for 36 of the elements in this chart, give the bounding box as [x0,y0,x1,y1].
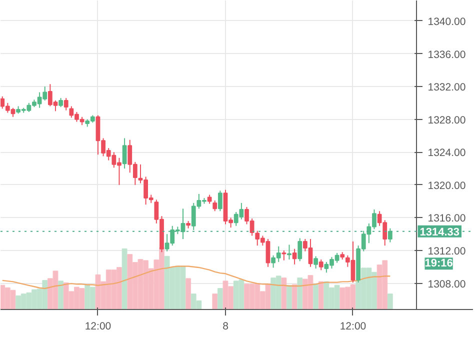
bar [186,278,192,310]
candlestick [212,200,218,212]
candlestick [318,259,324,271]
candlestick [207,194,212,204]
x-tick-label: 12:00 [84,320,112,332]
candlestick [292,248,297,265]
bar [212,294,218,310]
bar [297,277,303,310]
bar [217,288,223,310]
y-tick-label: 1320.00 [428,180,466,192]
y-tick-label: 1308.00 [428,278,466,290]
candlestick [64,98,68,111]
bar [387,294,393,310]
y-tick-label: 1312.00 [428,245,466,258]
ref-line-label: 1314.33 [420,226,460,238]
y-tick-label: 1328.00 [428,114,466,126]
x-tick-label: 12:00 [340,320,366,332]
bar [281,277,287,310]
candlestick [314,256,318,270]
bar [286,284,292,310]
bar [313,284,319,310]
candlestick [282,250,286,261]
bar [58,280,64,310]
candlestick [218,190,222,212]
candlestick [58,98,63,108]
candlestick [287,244,292,260]
y-tick-label: 1324.00 [428,147,466,160]
candlestick [122,138,127,170]
text: 19:16 [424,258,453,270]
x-tick-label: 8 [222,320,229,332]
candlestick [298,238,302,262]
y-tick-label: 1336.00 [428,48,466,61]
y-tick-label: 1332.00 [428,82,466,94]
bar [122,248,128,310]
y-tick-label: 1340.00 [428,16,466,28]
y-tick-label: 1316.00 [428,212,466,225]
